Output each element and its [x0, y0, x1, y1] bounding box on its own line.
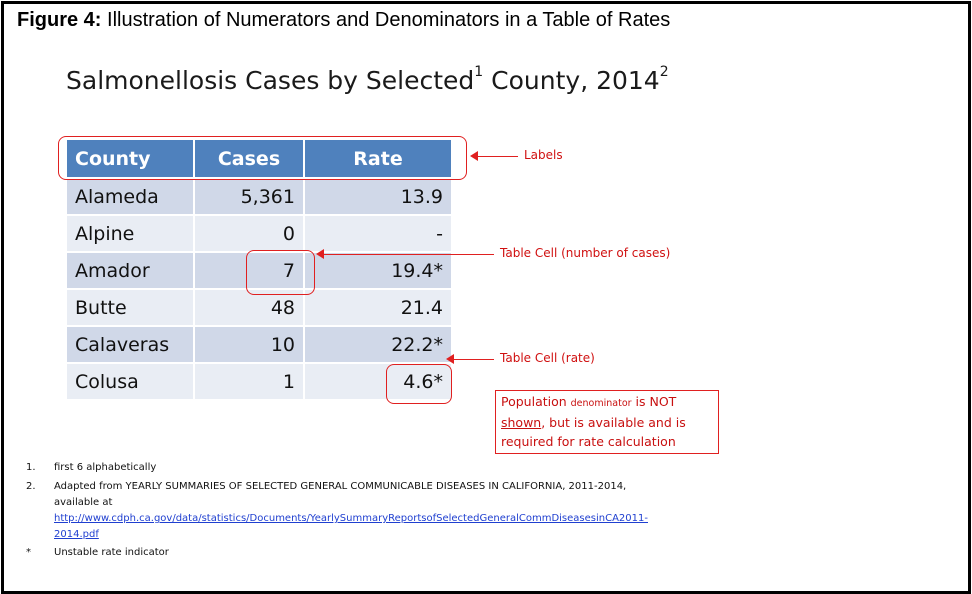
- rate-cell-annotation: Table Cell (rate): [500, 351, 595, 365]
- cell-rate: -: [304, 214, 453, 252]
- cell-rate: 19.4*: [304, 251, 453, 289]
- cell-cases: 1: [194, 362, 305, 399]
- cell-cases: 0: [194, 214, 305, 252]
- denominator-note: Population denominator is NOT shown, but…: [495, 390, 719, 454]
- footnote-text: Unstable rate indicator: [54, 547, 169, 558]
- note-text-2: is NOT: [631, 394, 677, 409]
- cell-county: Alameda: [67, 177, 195, 215]
- cases-arrow-line: [322, 254, 494, 255]
- rate-arrow-head: [446, 354, 454, 364]
- table-row: Alpine 0 -: [67, 214, 453, 252]
- table-row: Amador 7 19.4*: [67, 251, 453, 289]
- figure-title: Figure 4: Illustration of Numerators and…: [17, 9, 670, 32]
- slide-title-mid: County, 2014: [483, 66, 660, 95]
- note-shown-word: shown: [501, 415, 542, 430]
- labels-arrow-line: [476, 156, 518, 157]
- cell-rate: 21.4: [304, 288, 453, 326]
- figure-label: Figure 4:: [17, 9, 102, 31]
- note-text-3: , but is available and is required for r…: [501, 415, 686, 449]
- labels-annotation: Labels: [524, 148, 563, 162]
- title-superscript-2: 2: [659, 64, 669, 80]
- rate-arrow-line: [452, 359, 494, 360]
- slide-title: Salmonellosis Cases by Selected1 County,…: [66, 64, 669, 95]
- footnote-text: first 6 alphabetically: [54, 462, 157, 473]
- table-row: Colusa 1 4.6*: [67, 362, 453, 399]
- note-denominator-word: denominator: [570, 398, 632, 409]
- labels-highlight-box: [58, 136, 467, 180]
- cell-county: Amador: [67, 251, 195, 289]
- title-superscript-1: 1: [474, 64, 484, 80]
- cell-cases: 7: [194, 251, 305, 289]
- rates-table: County Cases Rate Alameda 5,361 13.9 Alp…: [67, 140, 453, 399]
- table-row: Butte 48 21.4: [67, 288, 453, 326]
- footnotes: 1. first 6 alphabetically 2. Adapted fro…: [26, 460, 674, 561]
- slide-title-main: Salmonellosis Cases by Selected: [66, 66, 475, 95]
- cell-rate: 4.6*: [304, 362, 453, 399]
- table-row: Alameda 5,361 13.9: [67, 177, 453, 215]
- header-rate: Rate: [304, 140, 453, 178]
- cell-rate: 22.2*: [304, 325, 453, 363]
- cell-county: Alpine: [67, 214, 195, 252]
- cell-county: Butte: [67, 288, 195, 326]
- header-cases: Cases: [194, 140, 305, 178]
- footnote-text: Adapted from YEARLY SUMMARIES OF SELECTE…: [54, 481, 627, 508]
- footnote-marker: 2.: [26, 481, 36, 492]
- header-county: County: [67, 140, 195, 178]
- cases-cell-annotation: Table Cell (number of cases): [500, 246, 671, 260]
- cases-cell-highlight-box: [246, 250, 315, 295]
- footnote-source-link[interactable]: http://www.cdph.ca.gov/data/statistics/D…: [54, 513, 648, 540]
- cases-arrow-head: [316, 249, 324, 259]
- labels-arrow-head: [470, 151, 478, 161]
- footnote: * Unstable rate indicator: [26, 545, 674, 561]
- rate-cell-highlight-box: [386, 364, 452, 404]
- cell-county: Calaveras: [67, 325, 195, 363]
- footnote: 1. first 6 alphabetically: [26, 460, 674, 476]
- cell-rate: 13.9: [304, 177, 453, 215]
- figure-caption: Illustration of Numerators and Denominat…: [101, 9, 671, 31]
- table-header-row: County Cases Rate: [67, 140, 453, 178]
- cell-county: Colusa: [67, 362, 195, 399]
- footnote-marker: *: [26, 547, 31, 558]
- footnote-marker: 1.: [26, 462, 36, 473]
- table-row: Calaveras 10 22.2*: [67, 325, 453, 363]
- note-text-1: Population: [501, 394, 571, 409]
- cell-cases: 5,361: [194, 177, 305, 215]
- cell-cases: 10: [194, 325, 305, 363]
- footnote: 2. Adapted from YEARLY SUMMARIES OF SELE…: [26, 479, 674, 543]
